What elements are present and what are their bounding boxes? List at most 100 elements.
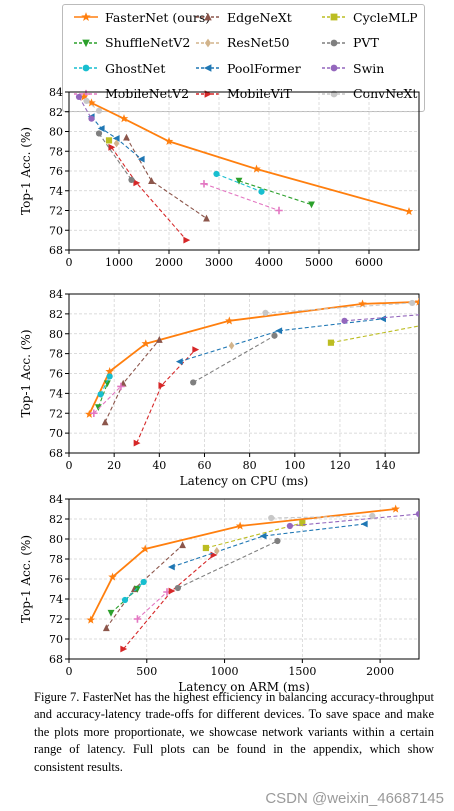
data-point-pvt (190, 379, 197, 386)
series-pvt (95, 130, 135, 183)
data-point-mobilevit (168, 587, 176, 595)
x-axis-label: Latency on CPU (ms) (180, 474, 309, 488)
data-point-mobilenetv2 (117, 382, 125, 391)
data-point-poolformer (167, 563, 175, 571)
y-tick-label: 80 (49, 328, 63, 341)
y-tick-label: 68 (49, 653, 63, 666)
data-point-fasternet-ours (414, 297, 419, 306)
series-resnet50 (228, 341, 235, 350)
data-point-mobilevit (183, 236, 191, 244)
x-tick-label: 140 (375, 459, 396, 472)
legend-swatch (196, 12, 220, 21)
legend-label: EdgeNeXt (227, 9, 292, 25)
series-fasternet-ours (86, 504, 400, 624)
data-point-mobilevit (108, 143, 116, 151)
series-line-pvt (192, 335, 275, 383)
x-tick-label: 0 (66, 256, 73, 269)
series-cyclemlp (202, 519, 306, 552)
y-tick-label: 68 (49, 244, 63, 257)
legend-swatch (74, 12, 98, 21)
legend-swatch (74, 64, 98, 72)
series-poolformer (87, 113, 145, 163)
data-point-convnext (95, 107, 103, 114)
data-point-edgenext (155, 335, 163, 343)
legend-label: FasterNet (ours) (105, 9, 211, 25)
data-point-fasternet-ours (141, 339, 151, 348)
x-tick-label: 2000 (366, 665, 394, 678)
data-point-convnext (268, 514, 275, 522)
legend-marker-ghostnet (82, 64, 90, 72)
y-tick-label: 68 (49, 447, 63, 460)
data-point-edgenext (101, 418, 109, 426)
x-tick-label: 5000 (305, 256, 333, 269)
series-resnet50 (113, 139, 120, 148)
series-line-poolformer (171, 523, 365, 568)
legend-marker-fasternet-ours (81, 12, 91, 21)
series-edgenext (101, 335, 163, 426)
plot-area (85, 297, 433, 447)
data-point-fasternet-ours (86, 615, 96, 624)
data-point-edgenext (123, 133, 130, 141)
series-line-convnext (265, 302, 413, 314)
series-line-ghostnet (124, 581, 145, 601)
series-convnext (83, 97, 103, 114)
data-point-fasternet-ours (358, 299, 367, 308)
legend-label: ResNet50 (227, 35, 290, 50)
series-ghostnet (213, 170, 265, 195)
y-tick-label: 72 (49, 613, 63, 626)
y-tick-label: 80 (49, 533, 63, 546)
data-point-poolformer (112, 135, 120, 142)
data-point-convnext (369, 512, 376, 520)
series-poolformer (167, 520, 368, 571)
x-tick-label: 60 (197, 459, 211, 472)
data-point-mobilenetv2 (90, 409, 98, 417)
y-tick-label: 74 (49, 593, 63, 606)
data-point-cyclemlp (299, 519, 306, 527)
series-poolformer (175, 315, 386, 365)
y-axis-label: Top-1 Acc. (%) (19, 127, 33, 215)
series-line-swin (78, 96, 92, 119)
series-cyclemlp (327, 321, 433, 346)
y-tick-label: 84 (49, 288, 63, 301)
y-tick-label: 70 (49, 427, 63, 440)
data-point-shufflenetv2 (134, 585, 141, 593)
series-swin (286, 510, 419, 530)
data-point-fasternet-ours (140, 544, 150, 553)
y-tick-label: 82 (49, 106, 63, 119)
data-point-swin (415, 510, 419, 518)
series-cyclemlp (105, 137, 113, 144)
legend-item-ghostnet: GhostNet (73, 60, 165, 76)
series-line-mobilenetv2 (203, 183, 280, 212)
data-point-fasternet-ours (252, 164, 261, 173)
legend-item-cyclemlp: CycleMLP (321, 9, 418, 25)
data-point-ghostnet (213, 170, 220, 178)
series-line-mobilenetv2 (137, 591, 168, 620)
data-point-shufflenetv2 (107, 609, 115, 617)
series-line-ghostnet (100, 376, 111, 395)
x-tick-label: 0 (66, 665, 73, 678)
data-point-mobilevit (192, 346, 200, 354)
cpu-latency-chart: 0 20 40 60 80 100 120 140 68 70 72 74 76 78 80 82 84 Late… (19, 288, 433, 488)
data-point-swin (427, 311, 433, 317)
series-shufflenetv2 (94, 380, 111, 412)
y-tick-label: 74 (49, 185, 63, 198)
data-point-cyclemlp (327, 339, 335, 346)
x-tick-label: 40 (152, 459, 166, 472)
legend-item-poolformer: PoolFormer (195, 60, 301, 76)
legend-label: ShuffleNetV2 (105, 35, 191, 50)
x-axis-label: Latency on ARM (ms) (178, 680, 310, 694)
series-pvt (174, 537, 281, 592)
series-ghostnet (97, 373, 113, 398)
data-point-fasternet-ours (108, 572, 117, 581)
legend-label: MobileNetV2 (105, 86, 190, 101)
series-line-shufflenetv2 (110, 588, 138, 614)
legend-label: CycleMLP (353, 9, 418, 25)
data-point-swin (286, 522, 293, 530)
data-point-cyclemlp (427, 321, 433, 327)
y-tick-label: 84 (49, 493, 63, 506)
legend-marker-edgenext (204, 12, 212, 21)
x-tick-label: 1000 (211, 665, 239, 678)
plot-area (75, 92, 414, 244)
legend-item-swin: Swin (321, 60, 384, 76)
data-point-resnet50 (113, 139, 120, 148)
